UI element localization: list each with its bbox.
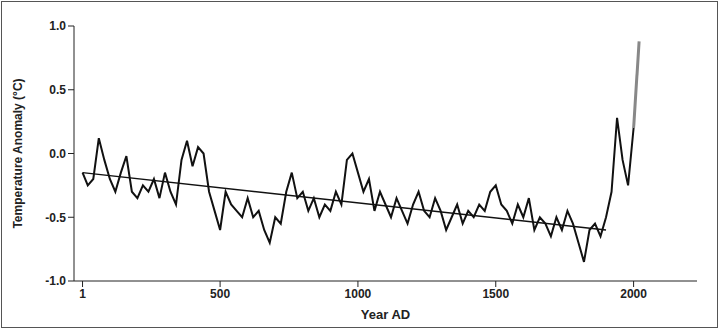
- svg-text:1: 1: [79, 287, 86, 301]
- svg-text:500: 500: [210, 287, 230, 301]
- svg-text:Temperature Anomaly (°C): Temperature Anomaly (°C): [11, 78, 25, 228]
- svg-text:-0.5: -0.5: [45, 211, 66, 225]
- svg-text:2000: 2000: [620, 287, 647, 301]
- svg-text:0.0: 0.0: [49, 147, 66, 161]
- svg-text:-1.0: -1.0: [45, 274, 66, 288]
- svg-text:Year AD: Year AD: [361, 307, 410, 322]
- svg-text:1.0: 1.0: [49, 19, 66, 33]
- svg-text:1500: 1500: [482, 287, 509, 301]
- svg-text:0.5: 0.5: [49, 83, 66, 97]
- svg-text:1000: 1000: [345, 287, 372, 301]
